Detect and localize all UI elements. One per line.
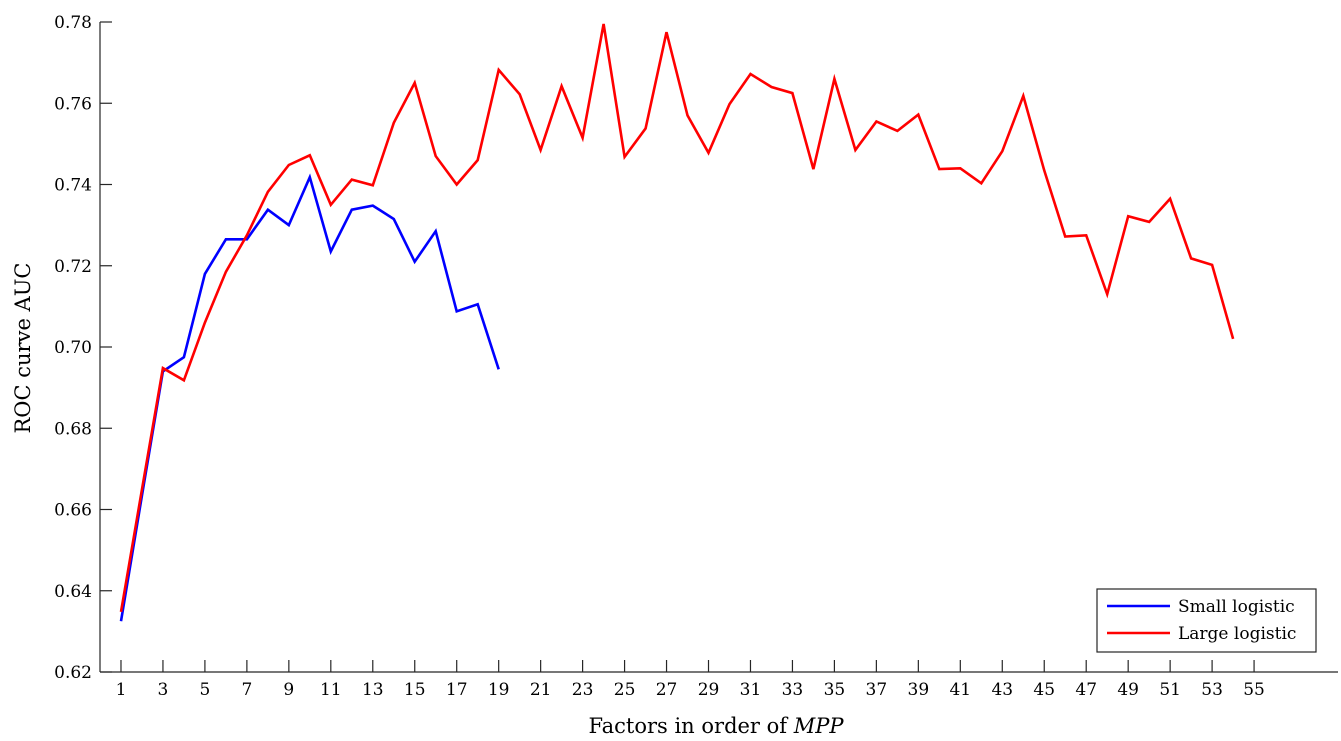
y-tick-label: 0.76: [54, 94, 92, 114]
x-axis-label: Factors in order of MPP: [588, 714, 844, 738]
x-tick-label: 45: [1033, 680, 1055, 700]
x-tick-label: 19: [488, 680, 510, 700]
x-tick-label: 1: [116, 680, 127, 700]
legend-box: [1096, 588, 1317, 653]
x-axis-label-italic: MPP: [793, 714, 845, 738]
x-tick-label: 39: [908, 680, 930, 700]
x-tick-label: 7: [241, 680, 252, 700]
series-layer: [119, 23, 1235, 622]
x-tick-label: 23: [572, 680, 594, 700]
x-tick-label: 27: [656, 680, 678, 700]
x-tick-label: 31: [740, 680, 762, 700]
x-tick-label: 47: [1075, 680, 1097, 700]
x-tick-label: 15: [404, 680, 426, 700]
x-tick-label: 35: [824, 680, 846, 700]
series-line-2: [119, 23, 1235, 613]
y-tick-label: 0.68: [54, 419, 92, 439]
x-tick-label: 55: [1243, 680, 1265, 700]
x-tick-label: 3: [158, 680, 169, 700]
series-line-1: [119, 173, 500, 622]
x-tick-label: 17: [446, 680, 468, 700]
y-tick-label: 0.66: [54, 501, 92, 521]
x-tick-label: 21: [530, 680, 552, 700]
y-tick-label: 0.72: [54, 257, 92, 277]
y-tick-label: 0.62: [54, 663, 92, 683]
legend-label: Large logistic: [1178, 624, 1296, 644]
x-tick-label: 29: [698, 680, 720, 700]
x-tick-label: 43: [991, 680, 1013, 700]
x-tick-label: 5: [200, 680, 211, 700]
x-tick-label: 33: [782, 680, 804, 700]
x-tick-label: 9: [283, 680, 294, 700]
y-tick-label: 0.78: [54, 13, 92, 33]
x-tick-label: 13: [362, 680, 384, 700]
legend: Small logistic Large logistic: [1096, 588, 1317, 653]
y-tick-label: 0.64: [54, 582, 92, 602]
x-tick-label: 37: [866, 680, 888, 700]
x-tick-label: 53: [1201, 680, 1223, 700]
y-tick-label: 0.74: [54, 176, 92, 196]
axes: 0.620.640.660.680.700.720.740.760.781 3 5 7…: [54, 13, 1338, 700]
x-tick-label: 49: [1117, 680, 1139, 700]
y-axis-label: ROC curve AUC: [11, 263, 35, 434]
x-tick-label: 11: [320, 680, 342, 700]
y-tick-label: 0.70: [54, 338, 92, 358]
x-tick-label: 25: [614, 680, 636, 700]
legend-label: Small logistic: [1178, 597, 1295, 617]
x-tick-label: 41: [949, 680, 971, 700]
x-axis-label-text: Factors in order of: [588, 714, 793, 738]
x-tick-label: 51: [1159, 680, 1181, 700]
